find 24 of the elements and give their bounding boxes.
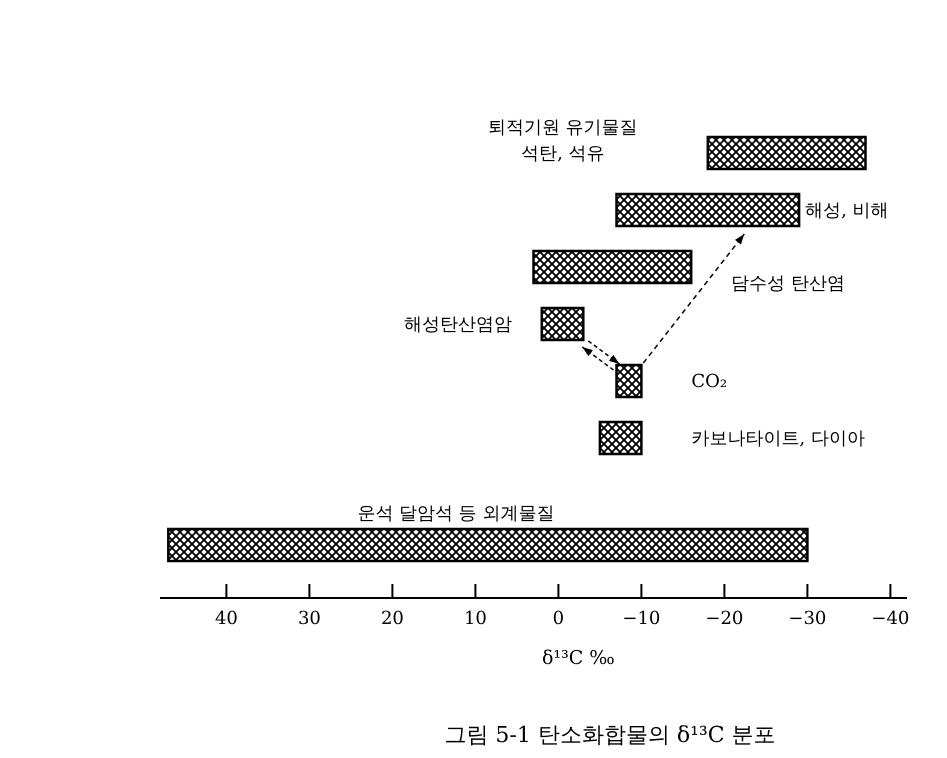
x-tick-label: 40 [214, 608, 238, 629]
x-tick-label: 0 [552, 608, 564, 629]
x-tick-label: 10 [464, 608, 487, 629]
text: 그림 5-1 탄소화합물의 δ¹³C 분포 [444, 723, 776, 748]
x-axis-title: δ¹³C ‰ [542, 647, 615, 669]
y-tick-label: CO₂ [691, 371, 728, 392]
y-tick-label: 퇴적기원 유기물질 석탄, 석유 [488, 117, 638, 164]
y-tick-label: 카보나타이트, 다이아 [691, 428, 865, 449]
x-tick-label: −20 [705, 608, 744, 629]
bar [615, 192, 800, 228]
x-tick-label: −30 [788, 608, 826, 629]
y-tick-label: 운석 달암석 등 외계물질 [357, 503, 554, 524]
bar [540, 306, 585, 342]
x-tick-label: −10 [622, 608, 660, 629]
y-tick-label: 해성, 비해 [805, 200, 889, 221]
y-tick-label: 해성탄산염암 [404, 314, 512, 335]
bar [598, 420, 643, 456]
bar [615, 364, 643, 398]
x-tick-label: 20 [380, 608, 404, 629]
bar [532, 250, 692, 284]
y-tick-label: 담수성 탄산염 [731, 273, 845, 294]
x-tick-label: 30 [298, 608, 321, 629]
bar [706, 136, 867, 170]
x-tick-label: −40 [871, 608, 910, 629]
